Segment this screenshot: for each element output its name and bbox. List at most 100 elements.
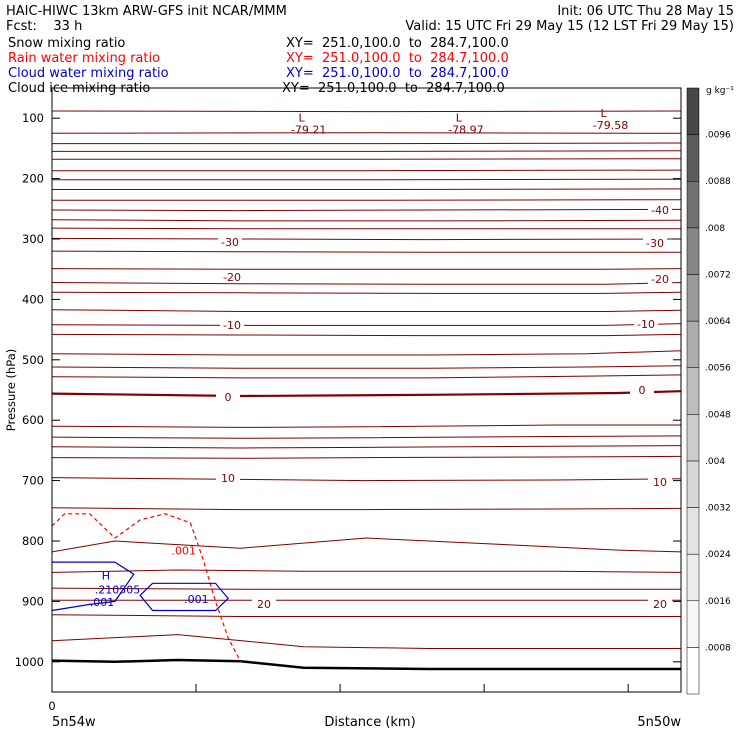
- isotherm-line: [52, 178, 682, 181]
- isotherm-label: 10: [221, 472, 235, 485]
- isotherm-line: [51, 110, 682, 113]
- low-value: -78.97: [448, 123, 483, 136]
- isotherm-line: [51, 250, 681, 253]
- y-tick-label: 400: [22, 292, 44, 306]
- cloud-water-contour-line: [139, 582, 229, 612]
- colorbar-tick-label: .0096: [705, 131, 731, 141]
- isotherm-label: -40: [651, 204, 669, 217]
- colorbar-tick-label: .0064: [705, 317, 731, 327]
- isotherm-label: 0: [225, 391, 232, 404]
- isotherm-label: 10: [653, 476, 667, 489]
- colorbar: .0008 .0016 .0024 .0032 .004 .0048 .0056 .0064.…: [686, 87, 731, 695]
- contour-label-bg: [648, 205, 672, 216]
- model-title: HAIC-HIWC 13km ARW-GFS init NCAR/MMM: [6, 4, 287, 19]
- colorbar-swatch: [686, 134, 700, 182]
- y-tick-label: 600: [22, 413, 44, 427]
- isotherm-line: [51, 634, 681, 649]
- y-tick-label: 500: [22, 353, 44, 367]
- colorbar-tick-label: .0024: [705, 550, 731, 560]
- colorbar-swatch: [686, 600, 700, 648]
- x-right-location: 5n50w: [637, 715, 681, 730]
- isotherm-line: [51, 569, 682, 573]
- isotherm-line: [51, 537, 682, 553]
- isotherm-line: [52, 169, 682, 172]
- isotherm-line: [51, 445, 682, 449]
- isotherm-line: [51, 350, 682, 356]
- isotherm-line: [51, 282, 682, 285]
- contour-label-bg: [643, 238, 667, 249]
- cloud-water-contours: H.210505.001.001: [51, 561, 229, 612]
- isotherm-line: [51, 268, 682, 270]
- y-tick-label: 300: [22, 232, 44, 246]
- isotherm-line: [51, 291, 682, 294]
- cloud-water-contour-label: .001: [184, 593, 209, 606]
- colorbar-swatch: [686, 367, 700, 415]
- colorbar-swatch: [686, 180, 700, 229]
- zero-isotherm-line: [51, 390, 682, 398]
- field-snow-name: Snow mixing ratio: [8, 36, 125, 51]
- low-value: -79.21: [291, 123, 326, 136]
- isotherm-line: [51, 237, 682, 241]
- field-rain-name: Rain water mixing ratio: [8, 51, 160, 66]
- colorbar-swatch: [686, 507, 700, 555]
- low-marker: L: [299, 111, 306, 124]
- isotherm-line: [52, 188, 682, 190]
- colorbar-swatch: [686, 320, 700, 368]
- contour-label-bg: [648, 477, 672, 488]
- temperature-contours: [51, 110, 682, 671]
- colorbar-tick-label: .0072: [705, 270, 731, 280]
- isotherm-line: [51, 614, 681, 617]
- contour-label-bg: [648, 274, 672, 285]
- contour-label-bg: [634, 319, 658, 330]
- low-value: -79.58: [593, 119, 628, 132]
- colorbar-swatch: [686, 647, 700, 695]
- rain-contour-line: [51, 513, 242, 663]
- isotherm-line: [52, 150, 682, 152]
- y-tick-label: 100: [22, 111, 44, 125]
- isotherm-line: [51, 132, 682, 134]
- isotherm-line: [52, 199, 682, 201]
- cloud-water-contour-label: .001: [90, 596, 115, 609]
- colorbar-swatch: [686, 414, 700, 462]
- field-cloud-water-name: Cloud water mixing ratio: [8, 66, 169, 81]
- isotherm-line: [51, 455, 682, 459]
- isotherm-line: [51, 333, 682, 337]
- isotherm-line: [51, 323, 682, 326]
- colorbar-swatch: [686, 553, 700, 602]
- isotherm-line: [51, 374, 682, 379]
- forecast-hour: Fcst: 33 h: [6, 19, 82, 34]
- field-cloud-water-xy: XY= 251.0,100.0 to 284.7,100.0: [286, 66, 509, 81]
- y-tick-label: 900: [22, 594, 44, 608]
- y-tick-label: 200: [22, 172, 44, 186]
- isotherm-label: -10: [223, 319, 241, 332]
- colorbar-unit: g kg⁻¹: [706, 86, 734, 96]
- colorbar-swatch: [686, 87, 700, 135]
- cloud-water-high-value: .210505: [95, 583, 140, 596]
- x-tick-label: 0: [48, 699, 55, 713]
- field-rain-xy: XY= 251.0,100.0 to 284.7,100.0: [286, 51, 509, 66]
- isotherm-line: [52, 142, 682, 145]
- plot-frame: [51, 87, 682, 693]
- colorbar-tick-label: .008: [705, 224, 725, 234]
- valid-time: Valid: 15 UTC Fri 29 May 15 (12 LST Fri …: [405, 19, 734, 34]
- isotherm-line: [52, 158, 682, 160]
- isotherm-label: -30: [221, 236, 239, 249]
- isotherm-line: [51, 477, 682, 482]
- isotherm-label: -10: [637, 318, 655, 331]
- isotherm-line: [51, 219, 682, 222]
- isotherm-label: -20: [223, 271, 241, 284]
- contour-label-bg: [218, 237, 242, 248]
- colorbar-swatch: [686, 460, 700, 508]
- isotherm-line: [51, 309, 682, 312]
- colorbar-swatch: [686, 274, 700, 322]
- contour-label-bg: [252, 599, 276, 610]
- isotherm-line: [51, 507, 682, 511]
- contour-label-bg: [220, 320, 244, 331]
- isotherm-line: [51, 365, 682, 369]
- colorbar-tick-label: .0056: [705, 364, 731, 374]
- x-axis-label: Distance (km): [324, 715, 415, 730]
- y-tick-label: 700: [22, 474, 44, 488]
- isotherm-label: 20: [653, 598, 667, 611]
